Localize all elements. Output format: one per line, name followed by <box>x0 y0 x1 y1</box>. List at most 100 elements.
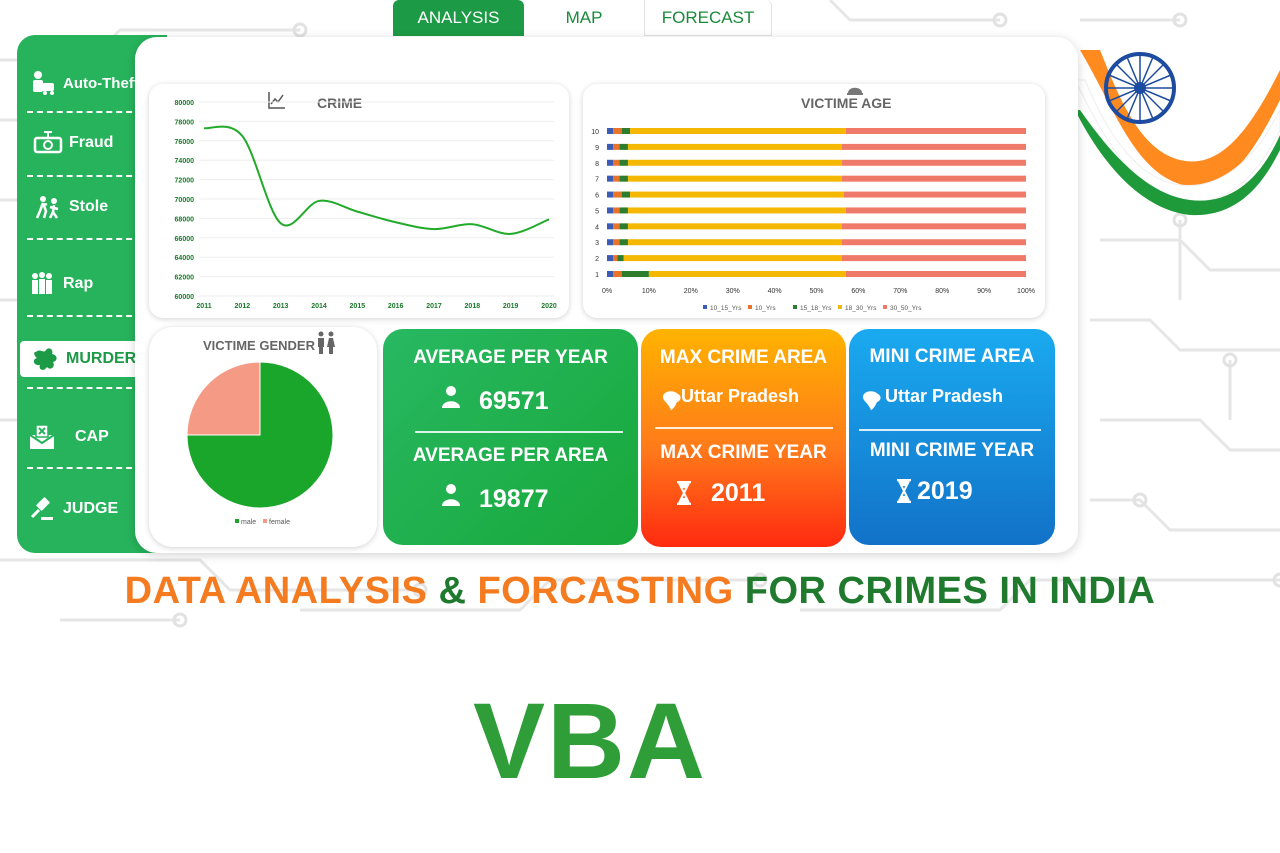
y-tick-label: 9 <box>595 145 599 152</box>
age-bar-segment <box>613 239 620 246</box>
car-thief-icon <box>27 68 57 98</box>
kpi-divider <box>415 431 623 433</box>
x-tick-label: 2018 <box>465 303 481 310</box>
x-tick-label: 2014 <box>311 303 327 310</box>
victim-gender-chart-card: VICTIME GENDER male female <box>149 327 377 547</box>
crime-series-line <box>203 125 550 235</box>
hourglass-icon <box>675 480 693 510</box>
sidebar-item-label: MURDER <box>66 350 137 367</box>
avg-area-value: 19877 <box>479 485 549 513</box>
age-bar-segment <box>613 255 618 262</box>
x-tick-label: 50% <box>809 288 823 295</box>
age-bar-segment <box>621 271 649 277</box>
age-bar-segment <box>613 159 620 166</box>
y-tick-label: 10 <box>591 129 599 136</box>
crime-line-chart: 60000 62000 64000 66000 68000 70000 72000 74000… <box>175 100 557 310</box>
x-tick-label: 2013 <box>273 303 289 310</box>
victim-age-chart-title: VICTIME AGE <box>801 95 892 111</box>
x-tick-label: 20% <box>684 288 698 295</box>
sidebar-item-label: CAP <box>75 428 109 445</box>
avg-year-label: AVERAGE PER YEAR <box>413 347 608 368</box>
x-tick-label: 10% <box>642 288 656 295</box>
kpi-divider <box>859 429 1041 431</box>
sidebar-divider <box>27 467 142 469</box>
x-tick-label: 2017 <box>426 303 442 310</box>
tab-forecast[interactable]: FORECAST <box>644 0 772 36</box>
sidebar-item-stole[interactable]: Stole <box>17 189 147 225</box>
age-bar-segment <box>607 191 614 198</box>
age-bar-segment <box>619 239 628 246</box>
tab-map[interactable]: MAP <box>524 0 644 36</box>
sidebar-divider <box>27 315 142 317</box>
y-tick-label: 8 <box>595 161 599 168</box>
legend-swatch <box>748 305 752 309</box>
sidebar-divider <box>27 111 142 113</box>
avg-year-value: 69571 <box>479 387 549 415</box>
age-bar-segment <box>613 191 622 198</box>
age-bar-segment <box>607 207 614 214</box>
age-bar-segment <box>841 143 1026 150</box>
y-tick-label: 70000 <box>175 197 195 204</box>
age-bar-segment <box>623 255 842 262</box>
legend-swatch <box>838 305 842 309</box>
pie-slice-male <box>186 361 334 509</box>
legend-label: 10_Yrs <box>755 305 776 312</box>
age-bar-segment <box>841 175 1026 182</box>
age-bar-segment <box>621 191 631 198</box>
legend-swatch <box>793 305 797 309</box>
crime-chart-title: CRIME <box>317 95 363 111</box>
x-tick-label: 2020 <box>541 303 557 310</box>
y-tick-label: 2 <box>595 256 599 263</box>
sidebar-item-fraud[interactable]: Fraud <box>17 125 147 161</box>
headline-part-2: & <box>427 570 478 612</box>
x-tick-label: 2011 <box>196 303 211 310</box>
gender-icon <box>315 331 337 359</box>
y-tick-label: 1 <box>595 272 599 279</box>
age-bar-segment <box>845 271 1026 277</box>
gavel-icon <box>27 494 57 524</box>
map-india-icon <box>661 389 683 416</box>
y-tick-label: 5 <box>595 208 599 215</box>
sidebar-item-murder[interactable]: MURDER <box>20 341 152 377</box>
age-bar-segment <box>607 239 614 246</box>
sidebar-item-cap[interactable]: CAP <box>17 419 147 455</box>
y-tick-label: 80000 <box>175 100 195 107</box>
legend-label: 30_50_Yrs <box>890 305 922 312</box>
tab-analysis[interactable]: ANALYSIS <box>393 0 524 36</box>
age-bar-segment <box>843 191 1026 198</box>
age-bar-segment <box>627 175 842 182</box>
y-tick-label: 72000 <box>175 178 195 185</box>
y-tick-label: 76000 <box>175 139 195 146</box>
x-tick-label: 2012 <box>235 303 251 310</box>
age-bar-segment <box>607 271 614 277</box>
age-bar-segment <box>619 175 628 182</box>
sidebar-item-auto-theft[interactable]: Auto-Theft <box>17 65 147 101</box>
y-tick-label: 68000 <box>175 216 195 223</box>
map-india-icon <box>861 389 883 416</box>
legend-swatch <box>235 519 239 523</box>
y-tick-label: 78000 <box>175 119 195 126</box>
age-bar-segment <box>627 159 842 166</box>
age-bar-segment <box>841 223 1026 230</box>
sidebar-item-label: JUDGE <box>63 500 119 517</box>
age-bar-segment <box>619 207 628 214</box>
age-bar-segment <box>627 239 842 246</box>
age-bar-segment <box>630 191 844 198</box>
envelope-icon <box>27 422 57 452</box>
max-year-value: 2011 <box>711 479 766 507</box>
sidebar-item-judge[interactable]: JUDGE <box>17 491 147 527</box>
sidebar-item-rap[interactable]: Rap <box>17 266 147 302</box>
age-bar-segment <box>621 128 631 134</box>
fraud-icon <box>33 128 63 158</box>
age-bar-segment <box>607 255 614 262</box>
y-tick-label: 7 <box>595 177 599 184</box>
legend-swatch <box>703 305 707 309</box>
x-tick-label: 90% <box>977 288 991 295</box>
victim-gender-chart-title: VICTIME GENDER <box>203 338 315 353</box>
min-crime-kpi-card: MINI CRIME AREA Uttar Pradesh MINI CRIME… <box>849 329 1055 545</box>
age-bar-segment <box>613 223 620 230</box>
age-bar-segment <box>619 143 628 150</box>
sidebar-item-label: Auto-Theft <box>63 74 139 92</box>
y-tick-label: 4 <box>595 224 599 231</box>
